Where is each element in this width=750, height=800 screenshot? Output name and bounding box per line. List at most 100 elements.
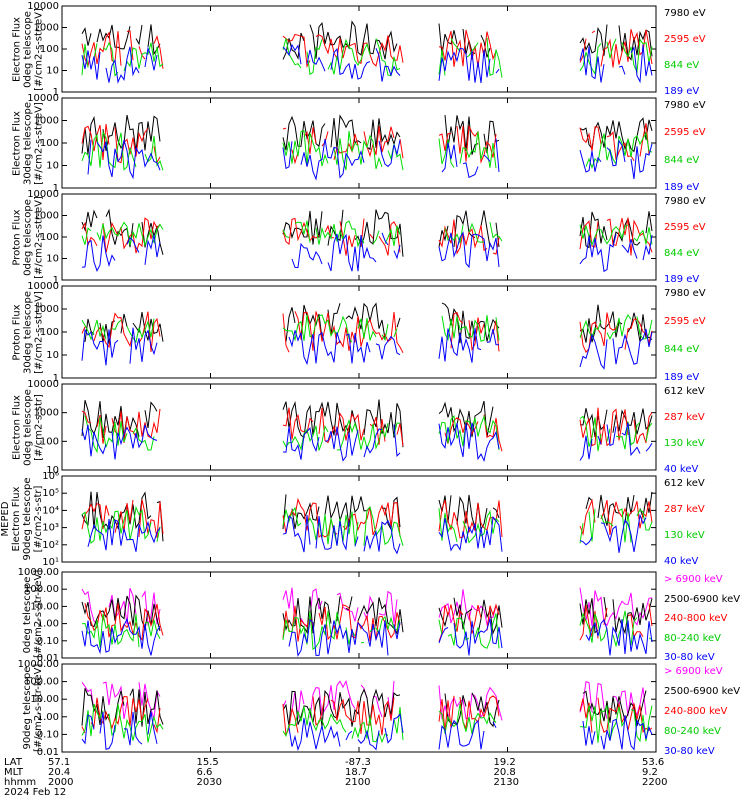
x-tick-label: 18.7 xyxy=(345,767,368,778)
y-tick-label: 1 xyxy=(53,87,59,98)
legend-entry: 612 keV xyxy=(664,386,705,397)
panel-2: 1 10 100 1000 10000 xyxy=(27,93,657,194)
y-tick-label: 1000 xyxy=(34,211,59,222)
legend-entry: 844 eV xyxy=(664,60,700,71)
y-tick-label: 100 xyxy=(40,138,59,149)
x-tick-label: 9.2 xyxy=(642,767,658,778)
y-tick-label: 0.10 xyxy=(37,636,59,647)
y-tick-label: 1000 xyxy=(34,23,59,34)
panel-7: 0.01 0.10 1.00 10.00 100.00 1000.00 xyxy=(18,567,657,664)
legend-entry: 40 keV xyxy=(664,556,699,567)
series-line xyxy=(81,497,653,539)
y-tick-label: 100 xyxy=(40,44,59,55)
y-tick-label: 10¹ xyxy=(42,557,59,568)
x-tick-label: 6.6 xyxy=(196,767,213,778)
y-axis-label: MEPED Electron Flux 90deg telescope [#/cm2-… xyxy=(0,477,44,561)
legend-entry: > 6900 keV xyxy=(664,574,723,585)
legend-entry: 2595 eV xyxy=(664,316,706,327)
panel-frame xyxy=(61,285,657,379)
y-tick-label: 0.01 xyxy=(37,653,59,664)
series-line xyxy=(81,37,653,78)
x-tick-label: 15.5 xyxy=(196,757,219,768)
panel-frame xyxy=(61,475,657,563)
y-tick-label: 10⁴ xyxy=(42,505,59,516)
x-tick-label: 20.4 xyxy=(48,767,71,778)
y-tick-label: 10 xyxy=(46,161,59,172)
legend-entry: 189 eV xyxy=(664,274,700,285)
legend-entry: > 6900 keV xyxy=(664,666,723,677)
y-axis-label: 90deg telescope [#/cm2-s-str-keV] xyxy=(22,663,44,752)
x-tick-label: 2030 xyxy=(196,777,222,788)
y-tick-label: 1.00 xyxy=(37,712,59,723)
x-tick-label: 2200 xyxy=(642,777,668,788)
series-line xyxy=(81,617,653,657)
y-tick-label: 10000 xyxy=(27,1,59,12)
x-row-label: LAT xyxy=(4,757,22,768)
panel-8: 0.01 0.10 1.00 10.00 100.00 1000.00 xyxy=(18,659,657,758)
legend-entry: 30-80 keV xyxy=(664,652,715,663)
legend-entry: 287 keV xyxy=(664,504,705,515)
legend-entry: 7980 eV xyxy=(664,100,706,111)
series-line xyxy=(81,610,653,651)
series-line xyxy=(87,513,647,555)
y-tick-label: 1000 xyxy=(34,408,59,419)
y-tick-label: 10 xyxy=(46,465,59,476)
series-line xyxy=(81,711,653,752)
x-tick-label: -87.3 xyxy=(345,757,371,768)
series-line xyxy=(81,20,653,61)
legend-entry: 130 keV xyxy=(664,530,705,541)
y-axis-label: Electron Flux 0deg telescope [#/cm2-s-str] xyxy=(11,388,44,466)
series-line xyxy=(81,703,653,744)
series-line xyxy=(81,505,653,547)
x-tick-label: 2000 xyxy=(48,777,74,788)
y-tick-label: 1000.00 xyxy=(18,659,59,670)
legend-entry: 844 eV xyxy=(664,154,700,166)
y-tick-label: 100.00 xyxy=(24,584,59,595)
y-axis-label: Proton Flux 0deg telescope [#/cm2-s-str-eV… xyxy=(11,195,44,279)
series-line xyxy=(84,302,653,344)
panel-5: 10 100 1000 10000 xyxy=(27,379,657,476)
y-tick-label: 10³ xyxy=(42,523,59,534)
x-tick-label: 57.1 xyxy=(48,757,71,768)
legend-entry: 80-240 keV xyxy=(664,632,722,644)
y-tick-label: 100 xyxy=(40,327,59,338)
legend-entry: 40 keV xyxy=(664,464,699,475)
y-tick-label: 10000 xyxy=(27,189,59,200)
legend-entry: 30-80 keV xyxy=(664,746,715,757)
y-tick-label: 1 xyxy=(53,275,59,286)
legend-entry: 287 keV xyxy=(664,412,705,423)
legend-entry: 7980 eV xyxy=(664,288,706,299)
legend-entry: 240-800 keV xyxy=(664,613,728,624)
series-line xyxy=(81,220,653,248)
series-line xyxy=(81,587,653,627)
panel-frame xyxy=(61,97,657,189)
series-line xyxy=(81,130,653,171)
series-line xyxy=(81,114,653,155)
series-line xyxy=(81,314,653,344)
y-tick-label: 10.00 xyxy=(30,601,59,612)
date-label: 2024 Feb 12 xyxy=(4,787,67,798)
x-tick-label: 20.8 xyxy=(493,767,516,778)
panel-4: 1 10 100 1000 10000 xyxy=(27,281,657,384)
legend-entry: 844 eV xyxy=(664,344,700,355)
legend-entry: 612 keV xyxy=(664,478,705,489)
legend-entry: 189 eV xyxy=(664,182,700,193)
y-axis-label: 0deg telescope [#/cm2-s-str-keV] xyxy=(22,569,44,658)
series-line xyxy=(81,594,653,635)
series-line xyxy=(81,422,653,463)
series-line xyxy=(81,311,653,354)
series-line xyxy=(81,43,653,84)
y-tick-label: 10.00 xyxy=(30,694,59,705)
y-tick-label: 1.00 xyxy=(37,619,59,630)
y-tick-label: 10000 xyxy=(27,281,59,292)
y-axis-label: Electron Flux 30deg telescope [#/cm2-s-str… xyxy=(11,101,44,185)
legend-entry: 80-240 keV xyxy=(664,726,722,737)
y-tick-label: 1000 xyxy=(34,116,59,127)
y-tick-label: 0.01 xyxy=(37,747,59,758)
y-tick-label: 10 xyxy=(46,350,59,361)
series-line xyxy=(81,123,650,165)
legend-entry: 2595 eV xyxy=(664,222,706,233)
legend-entry: 2595 eV xyxy=(664,34,706,45)
x-tick-label: 19.2 xyxy=(493,757,516,768)
